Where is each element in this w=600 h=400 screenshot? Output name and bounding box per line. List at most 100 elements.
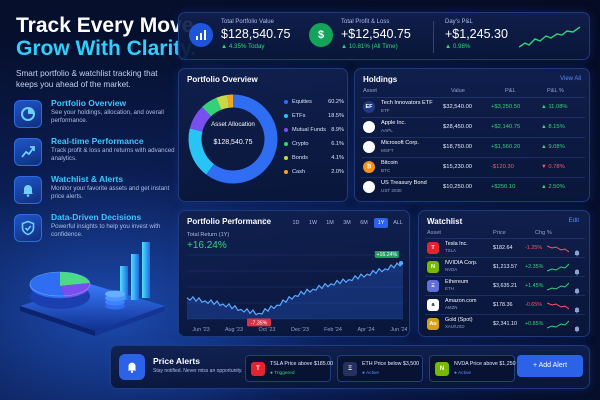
asset-logo-icon: T bbox=[427, 242, 439, 254]
bell-icon[interactable] bbox=[573, 320, 581, 338]
legend-value: 6.1% bbox=[331, 141, 344, 147]
watchlist-row[interactable]: T Tesla Inc. TSLA $182.64 -1.25% bbox=[425, 238, 585, 257]
col-header: Value bbox=[451, 88, 465, 94]
asset-pl: +$3,250.50 bbox=[491, 104, 521, 110]
stat-change: ▲ 0.98% bbox=[445, 43, 471, 50]
range-1m-button[interactable]: 1M bbox=[326, 220, 334, 226]
asset-price: $1,213.57 bbox=[493, 264, 517, 270]
donut-slice bbox=[202, 97, 222, 117]
asset-value: $15,230.00 bbox=[443, 164, 473, 170]
donut-slice bbox=[189, 106, 212, 132]
asset-price: $182.64 bbox=[493, 245, 513, 251]
hero-title: Track Every Move. Grow With Clarity. bbox=[16, 14, 199, 60]
watchlist-panel: Watchlist Edit Asset Price Chg % T Tesla… bbox=[418, 210, 590, 337]
legend-item: ETFs 18.5% bbox=[284, 113, 344, 119]
legend-value: 2.0% bbox=[331, 169, 344, 175]
watchlist-row[interactable]: a Amazon.com AMZN $178.36 -0.65% bbox=[425, 295, 585, 314]
isometric-charts-illustration bbox=[20, 242, 165, 336]
alerts-subtitle: Stay notified. Never miss an opportunity… bbox=[153, 368, 243, 374]
info-icon[interactable]: ⓘ bbox=[261, 220, 268, 226]
mini-sparkline bbox=[547, 320, 569, 329]
range-1y-button[interactable]: 1Y bbox=[374, 218, 388, 228]
asset-logo-icon bbox=[363, 141, 375, 153]
view-all-link[interactable]: View All bbox=[560, 76, 581, 82]
edit-link[interactable]: Edit bbox=[568, 218, 579, 224]
range-all-button[interactable]: ALL bbox=[393, 220, 403, 226]
legend-label: Mutual Funds bbox=[292, 127, 326, 133]
hero-subtitle: Smart portfolio & watchlist tracking tha… bbox=[16, 69, 158, 89]
pie-chart-icon bbox=[14, 100, 42, 128]
asset-name: Ethereum bbox=[445, 279, 469, 285]
bell-icon[interactable] bbox=[573, 244, 581, 262]
watchlist-row[interactable]: N NVIDIA Corp. NVDA $1,213.57 +2.35% bbox=[425, 257, 585, 276]
legend-swatch bbox=[284, 141, 288, 146]
divider bbox=[433, 21, 434, 53]
donut-slice bbox=[188, 128, 215, 175]
legend-label: Bonds bbox=[292, 155, 308, 161]
x-tick-label: Oct '23 bbox=[259, 327, 276, 333]
holding-row[interactable]: US Treasury Bond UST 2030 $10,250.00 +$2… bbox=[361, 177, 585, 196]
x-tick-label: Apr '24 bbox=[358, 327, 375, 333]
col-header: P&L bbox=[505, 88, 516, 94]
legend-swatch bbox=[284, 113, 288, 118]
alert-text: TSLA Price above $185.00 bbox=[270, 361, 334, 367]
bell-icon[interactable] bbox=[573, 263, 581, 281]
alert-chip[interactable]: T TSLA Price above $185.00 ● Triggered bbox=[245, 355, 334, 382]
holding-row[interactable]: Microsoft Corp. MSFT $18,750.00 +$1,560.… bbox=[361, 137, 585, 156]
x-tick-label: Dec '23 bbox=[291, 327, 309, 333]
legend-swatch bbox=[284, 155, 288, 160]
add-alert-button[interactable]: + Add Alert bbox=[517, 355, 583, 377]
legend-value: 60.2% bbox=[328, 99, 344, 105]
stat-total-value: Total Portfolio Value $128,540.75 ▲ 4.35… bbox=[221, 19, 291, 50]
legend-swatch bbox=[284, 99, 288, 104]
asset-logo-icon: EF bbox=[363, 101, 375, 113]
asset-name: Amazon.com bbox=[445, 298, 477, 304]
feature-title: Real-time Performance bbox=[51, 136, 144, 146]
asset-logo-icon: Ξ bbox=[427, 280, 439, 292]
asset-value: $32,540.00 bbox=[443, 104, 473, 110]
watchlist-row[interactable]: Ξ Ethereum ETH $3,635.21 +1.45% bbox=[425, 276, 585, 295]
asset-pl-pct: ▼ 0.78% bbox=[541, 164, 565, 170]
bell-icon[interactable] bbox=[573, 282, 581, 300]
holding-row[interactable]: ₿ Bitcoin BTC $15,230.00 -$120.30 ▼ 0.78… bbox=[361, 157, 585, 176]
alert-chip[interactable]: N NVDA Price above $1,250 ● Active bbox=[429, 355, 516, 382]
asset-logo-icon: Au bbox=[427, 318, 439, 330]
alert-chip[interactable]: Ξ ETH Price below $3,500 ● Active bbox=[337, 355, 423, 382]
asset-change: +1.45% bbox=[525, 283, 544, 289]
asset-logo-icon: a bbox=[427, 299, 439, 311]
price-alerts-bar: Price Alerts Stay notified. Never miss a… bbox=[110, 345, 590, 389]
legend-swatch bbox=[284, 127, 288, 132]
range-6m-button[interactable]: 6M bbox=[360, 220, 368, 226]
legend-item: Bonds 4.1% bbox=[284, 155, 344, 161]
portfolio-overview-panel: Portfolio Overview Asset Allocation $128… bbox=[178, 68, 348, 202]
watchlist-row[interactable]: Au Gold (Spot) XAU/USD $2,341.10 +0.85% bbox=[425, 314, 585, 333]
asset-price: $2,341.10 bbox=[493, 321, 517, 327]
holding-row[interactable]: EF Tech Innovators ETF ETF $32,540.00 +$… bbox=[361, 97, 585, 116]
col-header: Chg % bbox=[535, 230, 552, 236]
panel-title: Portfolio Performance bbox=[187, 217, 272, 226]
donut-center-value: $128,540.75 bbox=[213, 139, 253, 146]
asset-change: -1.25% bbox=[525, 245, 543, 251]
end-point bbox=[399, 261, 403, 266]
asset-pl: -$120.30 bbox=[491, 164, 514, 170]
stat-change: ▲ 10.81% (All Time) bbox=[341, 43, 398, 50]
asset-pl-pct: ▲ 9.08% bbox=[541, 144, 565, 150]
asset-ticker: BTC bbox=[381, 168, 391, 173]
feature-title: Watchlist & Alerts bbox=[51, 174, 124, 184]
feature-desc: See your holdings, allocation, and overa… bbox=[51, 109, 164, 124]
stat-total-pl: Total Profit & Loss +$12,540.75 ▲ 10.81%… bbox=[341, 19, 411, 50]
stat-label: Total Portfolio Value bbox=[221, 19, 274, 25]
range-3m-button[interactable]: 3M bbox=[343, 220, 351, 226]
feature-portfolio-overview: Portfolio Overview See your holdings, al… bbox=[14, 98, 174, 134]
total-return-label: Total Return (1Y) bbox=[187, 232, 230, 238]
alert-status: ● Active bbox=[362, 371, 380, 376]
asset-change: +0.85% bbox=[525, 321, 544, 327]
legend-label: Cash bbox=[292, 169, 306, 175]
performance-series bbox=[186, 262, 404, 316]
bell-icon[interactable] bbox=[573, 301, 581, 319]
range-1w-button[interactable]: 1W bbox=[308, 220, 318, 226]
range-1d-button[interactable]: 1D bbox=[292, 220, 300, 226]
x-tick-label: Jun '23 bbox=[192, 327, 209, 333]
asset-pl: +$250.10 bbox=[491, 184, 516, 190]
holding-row[interactable]: Apple Inc. AAPL $28,450.00 +$2,140.75 ▲ … bbox=[361, 117, 585, 136]
